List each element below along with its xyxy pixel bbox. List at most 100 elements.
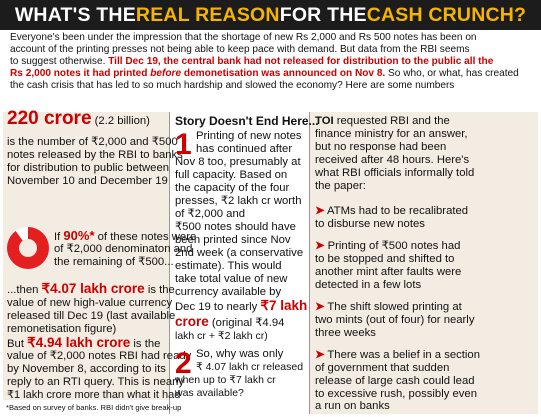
- story-line: Nov 8 too, presumably at: [175, 156, 301, 168]
- story-line: take total value of new: [175, 273, 288, 285]
- rbi-text: requested RBI and the: [333, 115, 450, 127]
- col1-line: reply to an RTI query. This is nearly: [7, 376, 185, 388]
- intro-paragraph: Everyone's been under the impression tha…: [10, 32, 532, 92]
- story-line: when up to ₹7 lakh cr: [175, 374, 276, 386]
- rbi-line: TOI requested RBI and the: [315, 115, 450, 128]
- bullet-line: release of large cash could lead: [315, 375, 475, 387]
- then-rest: is the: [144, 284, 175, 296]
- footnote: *Based on survey of banks. RBI didn't gi…: [3, 400, 181, 414]
- rbi-line: what RBI officials informally told: [315, 167, 475, 179]
- story-line: ₹ 4.07 lakh cr released: [196, 361, 304, 373]
- bullet-line: to be stopped and shifted to: [315, 253, 455, 265]
- but-prefix: But: [7, 338, 28, 350]
- pct-line: If 90%* of these notes were: [54, 229, 196, 244]
- arrow-icon: ➤: [315, 205, 325, 217]
- col1-line: ₹1 lakh crore more than what it had: [7, 389, 181, 401]
- story-line: has continued after: [196, 143, 293, 155]
- bullet-line: a run on banks: [315, 400, 390, 412]
- story-line: the capacity of the four: [175, 182, 290, 194]
- bullet-belief: ➤ There was a belief in a section: [315, 349, 480, 362]
- story-line: currency available by: [175, 286, 282, 298]
- story-line: lakh cr + ₹2 lakh cr): [175, 330, 268, 342]
- story-line: 2nd week (a conservative: [175, 247, 304, 259]
- story-line: crore (original ₹4.94: [175, 315, 284, 330]
- story-line: ₹500 notes should have: [175, 221, 296, 233]
- pct-line: the remaining of ₹500...: [54, 256, 174, 268]
- headline-part-3: FOR THE: [279, 3, 367, 26]
- story-text: (original ₹4.94: [208, 317, 285, 329]
- story-heading: Story Doesn't End Here...: [175, 114, 319, 128]
- headline-highlight-1: REAL REASON: [135, 3, 280, 26]
- pct-value: 90%*: [63, 228, 95, 243]
- bullet-line: to excessive rush, possibly even: [315, 388, 478, 400]
- intro-text: to suggest otherwise.: [10, 56, 109, 68]
- story-line: was available?: [175, 387, 244, 399]
- story-text: Dec 19 to nearly: [175, 301, 261, 313]
- col1-line: remonetisation figure): [7, 323, 117, 335]
- intro-line-3: to suggest otherwise. Till Dec 19, the c…: [10, 56, 532, 68]
- story-line: So, why was only: [196, 348, 284, 360]
- pct-line: of ₹2,000 denominaton and: [54, 243, 193, 255]
- bullet-atm: ➤ ATMs had to be recalibrated: [315, 205, 468, 218]
- rbi-line: received after 48 hours. Here's: [315, 154, 470, 166]
- numeral-1: 1: [175, 128, 192, 161]
- if-word: If: [54, 231, 64, 243]
- col1-line: value of ₹2,000 notes RBI had ready: [7, 350, 192, 362]
- stat-220-crore: 220 crore (2.2 billion): [7, 109, 150, 128]
- story-line: Dec 19 to nearly ₹7 lakh: [175, 299, 307, 314]
- toi-label: TOI: [315, 115, 334, 127]
- bullet-line: another mint after faults were: [315, 266, 462, 278]
- rbi-line: the paper:: [315, 180, 366, 192]
- intro-highlight: Rs 2,000 notes it had printed: [10, 68, 151, 80]
- arrow-icon: ➤: [315, 301, 325, 313]
- numeral-2: 2: [175, 347, 192, 380]
- percentage-donut-icon: [7, 227, 49, 269]
- arrow-icon: ➤: [315, 349, 325, 361]
- bullet-line: to disburse new notes: [315, 218, 425, 230]
- bullet-line: detected in a few lots: [315, 279, 422, 291]
- intro-line-4: Rs 2,000 notes it had printed before dem…: [10, 68, 532, 80]
- col1-line: released till Dec 19 (last available: [7, 310, 176, 322]
- bullet-text: ATMs had to be recalibrated: [324, 205, 469, 217]
- bullet-line: of government that sudden: [315, 362, 450, 374]
- col1-line: value of new high-value currency: [7, 297, 173, 309]
- story-line: of ₹2,000 and: [175, 208, 246, 220]
- intro-line-1: Everyone's been under the impression tha…: [10, 32, 477, 43]
- headline-part-1: WHAT'S THE: [14, 3, 136, 26]
- bullet-shift: ➤ The shift slowed printing at: [315, 301, 462, 314]
- story-panel: [170, 112, 310, 414]
- story-line: presses, ₹2 lakh cr worth: [175, 195, 302, 207]
- but-rest: is the: [130, 338, 161, 350]
- rbi-line: but no response had been: [315, 141, 447, 153]
- story-line: been printed since Nov: [175, 234, 291, 246]
- story-line: estimate). This would: [175, 260, 282, 272]
- intro-highlight: demonetisation was announced on Nov 8.: [181, 68, 386, 80]
- rbi-line: finance ministry for an answer,: [315, 128, 468, 140]
- headline-highlight-2: CASH CRUNCH?: [366, 3, 527, 26]
- col1-line: by November 8, according to its: [7, 363, 166, 375]
- intro-line-2: account of the printing presses not bein…: [10, 44, 470, 56]
- pct-rest: of these notes were: [94, 231, 197, 243]
- stat-4-07-lakh-crore: ...then ₹4.07 lakh crore is the: [7, 282, 175, 297]
- then-prefix: ...then: [7, 284, 42, 296]
- bullet-text: Printing of ₹500 notes had: [324, 240, 461, 252]
- rbi-response-panel: [310, 112, 538, 414]
- bullet-text: The shift slowed printing at: [324, 301, 462, 313]
- story-line: Printing of new notes: [196, 130, 302, 142]
- intro-highlight: Till Dec 19, the central bank had not re…: [108, 56, 494, 68]
- col1-line: for distribution to public between: [7, 162, 170, 174]
- story-highlight: crore: [175, 314, 209, 329]
- story-highlight: ₹7 lakh: [260, 298, 308, 313]
- bullet-text: There was a belief in a section: [324, 349, 480, 361]
- big-value: 220 crore: [7, 108, 92, 129]
- intro-text: So who, or what, has created: [385, 68, 519, 80]
- bullet-line: two mints (out of four) for nearly: [315, 314, 475, 326]
- bullet-line: three weeks: [315, 327, 376, 339]
- arrow-icon: ➤: [315, 240, 325, 252]
- bullet-printing: ➤ Printing of ₹500 notes had: [315, 240, 460, 253]
- col1-line: notes released by the RBI to banks: [7, 149, 183, 161]
- stat-4-94-lakh-crore: But ₹4.94 lakh crore is the: [7, 336, 160, 351]
- col1-line: November 10 and December 19: [7, 175, 168, 187]
- intro-line-5: the cash crisis that has led to so much …: [10, 80, 455, 92]
- headline-banner: WHAT'S THE REAL REASON FOR THE CASH CRUN…: [0, 0, 541, 30]
